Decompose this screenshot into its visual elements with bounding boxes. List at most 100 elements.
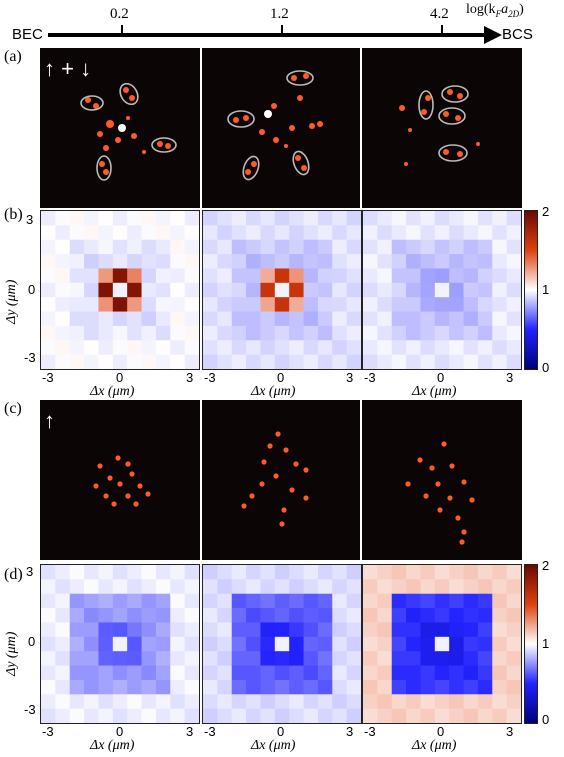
- heatmap-cell: [84, 579, 100, 595]
- heatmap-cell: [477, 282, 493, 298]
- heatmap-cell: [41, 239, 56, 255]
- heatmap-cell: [332, 297, 348, 313]
- heatmap-cell: [363, 579, 378, 595]
- heatmap-cell: [506, 665, 521, 681]
- heatmap-cell: [346, 340, 361, 356]
- heatmap-cell: [246, 268, 262, 284]
- heatmap-cell: [69, 282, 85, 298]
- heatmap-cell: [303, 608, 319, 624]
- heatmap-cell: [377, 679, 393, 695]
- heatmap-cell: [449, 225, 465, 241]
- xlabel-d3: Δx (μm): [412, 738, 457, 753]
- heatmap-cell: [69, 708, 85, 723]
- heatmap-cell: [217, 311, 233, 327]
- heatmap-cell: [112, 354, 128, 369]
- heatmap-cell: [170, 254, 186, 270]
- heatmap-cell: [332, 708, 348, 723]
- heatmap-cell: [84, 694, 100, 710]
- bcs-label: BCS: [502, 26, 533, 43]
- heatmap-cell: [217, 679, 233, 695]
- heatmap-cell: [246, 708, 262, 723]
- heatmap-cell: [492, 579, 508, 595]
- heatmap-cell: [317, 354, 333, 369]
- heatmap-cell: [274, 311, 290, 327]
- heatmap-cell: [332, 254, 348, 270]
- heatmap-cell: [492, 211, 508, 226]
- heatmap-cell: [317, 593, 333, 609]
- heatmap-cell: [463, 665, 479, 681]
- heatmap-cell: [506, 679, 521, 695]
- heatmap-cell: [155, 622, 171, 638]
- heatmap-cell: [434, 225, 450, 241]
- heatmap-cell: [434, 651, 450, 667]
- heatmap-cell: [492, 239, 508, 255]
- heatmap-cell: [377, 325, 393, 341]
- heatmap-cell: [203, 239, 218, 255]
- heatmap-cell: [363, 665, 378, 681]
- heatmap-cell: [69, 340, 85, 356]
- heatmap-cell: [434, 325, 450, 341]
- heatmap-cell: [332, 225, 348, 241]
- heatmap-cell: [127, 268, 143, 284]
- heatmap-cell: [434, 311, 450, 327]
- heatmap-cell: [346, 608, 361, 624]
- heatmap-cell: [184, 593, 199, 609]
- heatmap-cell: [98, 239, 114, 255]
- heatmap-cell: [41, 268, 56, 284]
- heatmap-cell: [260, 708, 276, 723]
- heatmap-cell: [203, 622, 218, 638]
- heatmap-cell: [477, 254, 493, 270]
- heatmap-cell: [84, 225, 100, 241]
- heatmap-cell: [217, 254, 233, 270]
- heatmap-cell: [231, 340, 247, 356]
- heatmap-cell: [246, 679, 262, 695]
- cbar-b-1: 1: [542, 282, 550, 297]
- heatmap-cell: [141, 651, 157, 667]
- heatmap-cell: [434, 579, 450, 595]
- heatmap-cell: [477, 665, 493, 681]
- heatmap-cell: [246, 282, 262, 298]
- spin-label-c: ↑: [44, 408, 55, 433]
- heatmap-cell: [377, 579, 393, 595]
- heatmap-cell: [363, 268, 378, 284]
- heatmap-cell: [303, 636, 319, 652]
- heatmap-cell: [55, 636, 71, 652]
- heatmap-cell: [184, 282, 199, 298]
- heatmap-cell: [217, 593, 233, 609]
- heatmap-cell: [41, 254, 56, 270]
- heatmap-cell: [274, 354, 290, 369]
- cbar-b-0: 0: [542, 360, 550, 375]
- heatmap-cell: [217, 579, 233, 595]
- heatmap-cell: [406, 225, 422, 241]
- heatmap-cell: [420, 708, 436, 723]
- heatmap-cell: [363, 211, 378, 226]
- heatmap-cell: [155, 708, 171, 723]
- heatmap-cell: [98, 340, 114, 356]
- heatmap-cell: [112, 297, 128, 313]
- heatmap-cell: [41, 211, 56, 226]
- xtick-b2-l: -3: [204, 370, 216, 385]
- panel-label-a: (a): [4, 48, 22, 65]
- heatmap-cell: [477, 708, 493, 723]
- heatmap-cell: [41, 282, 56, 298]
- heatmap-cell: [506, 694, 521, 710]
- heatmap-cell: [274, 340, 290, 356]
- heatmap-cell: [141, 665, 157, 681]
- heatmap-cell: [203, 325, 218, 341]
- heatmap-cell: [231, 579, 247, 595]
- heatmap-d-1: [40, 564, 200, 724]
- heatmap-cell: [84, 679, 100, 695]
- heatmap-cell: [98, 608, 114, 624]
- heatmap-cell: [203, 565, 218, 580]
- heatmap-cell: [289, 694, 305, 710]
- heatmap-cell: [391, 282, 407, 298]
- heatmap-cell: [41, 340, 56, 356]
- heatmap-cell: [317, 622, 333, 638]
- heatmap-cell: [246, 211, 262, 226]
- heatmap-cell: [506, 340, 521, 356]
- heatmap-cell: [69, 694, 85, 710]
- heatmap-cell: [391, 579, 407, 595]
- heatmap-cell: [463, 268, 479, 284]
- heatmap-cell: [303, 665, 319, 681]
- heatmap-cell: [98, 254, 114, 270]
